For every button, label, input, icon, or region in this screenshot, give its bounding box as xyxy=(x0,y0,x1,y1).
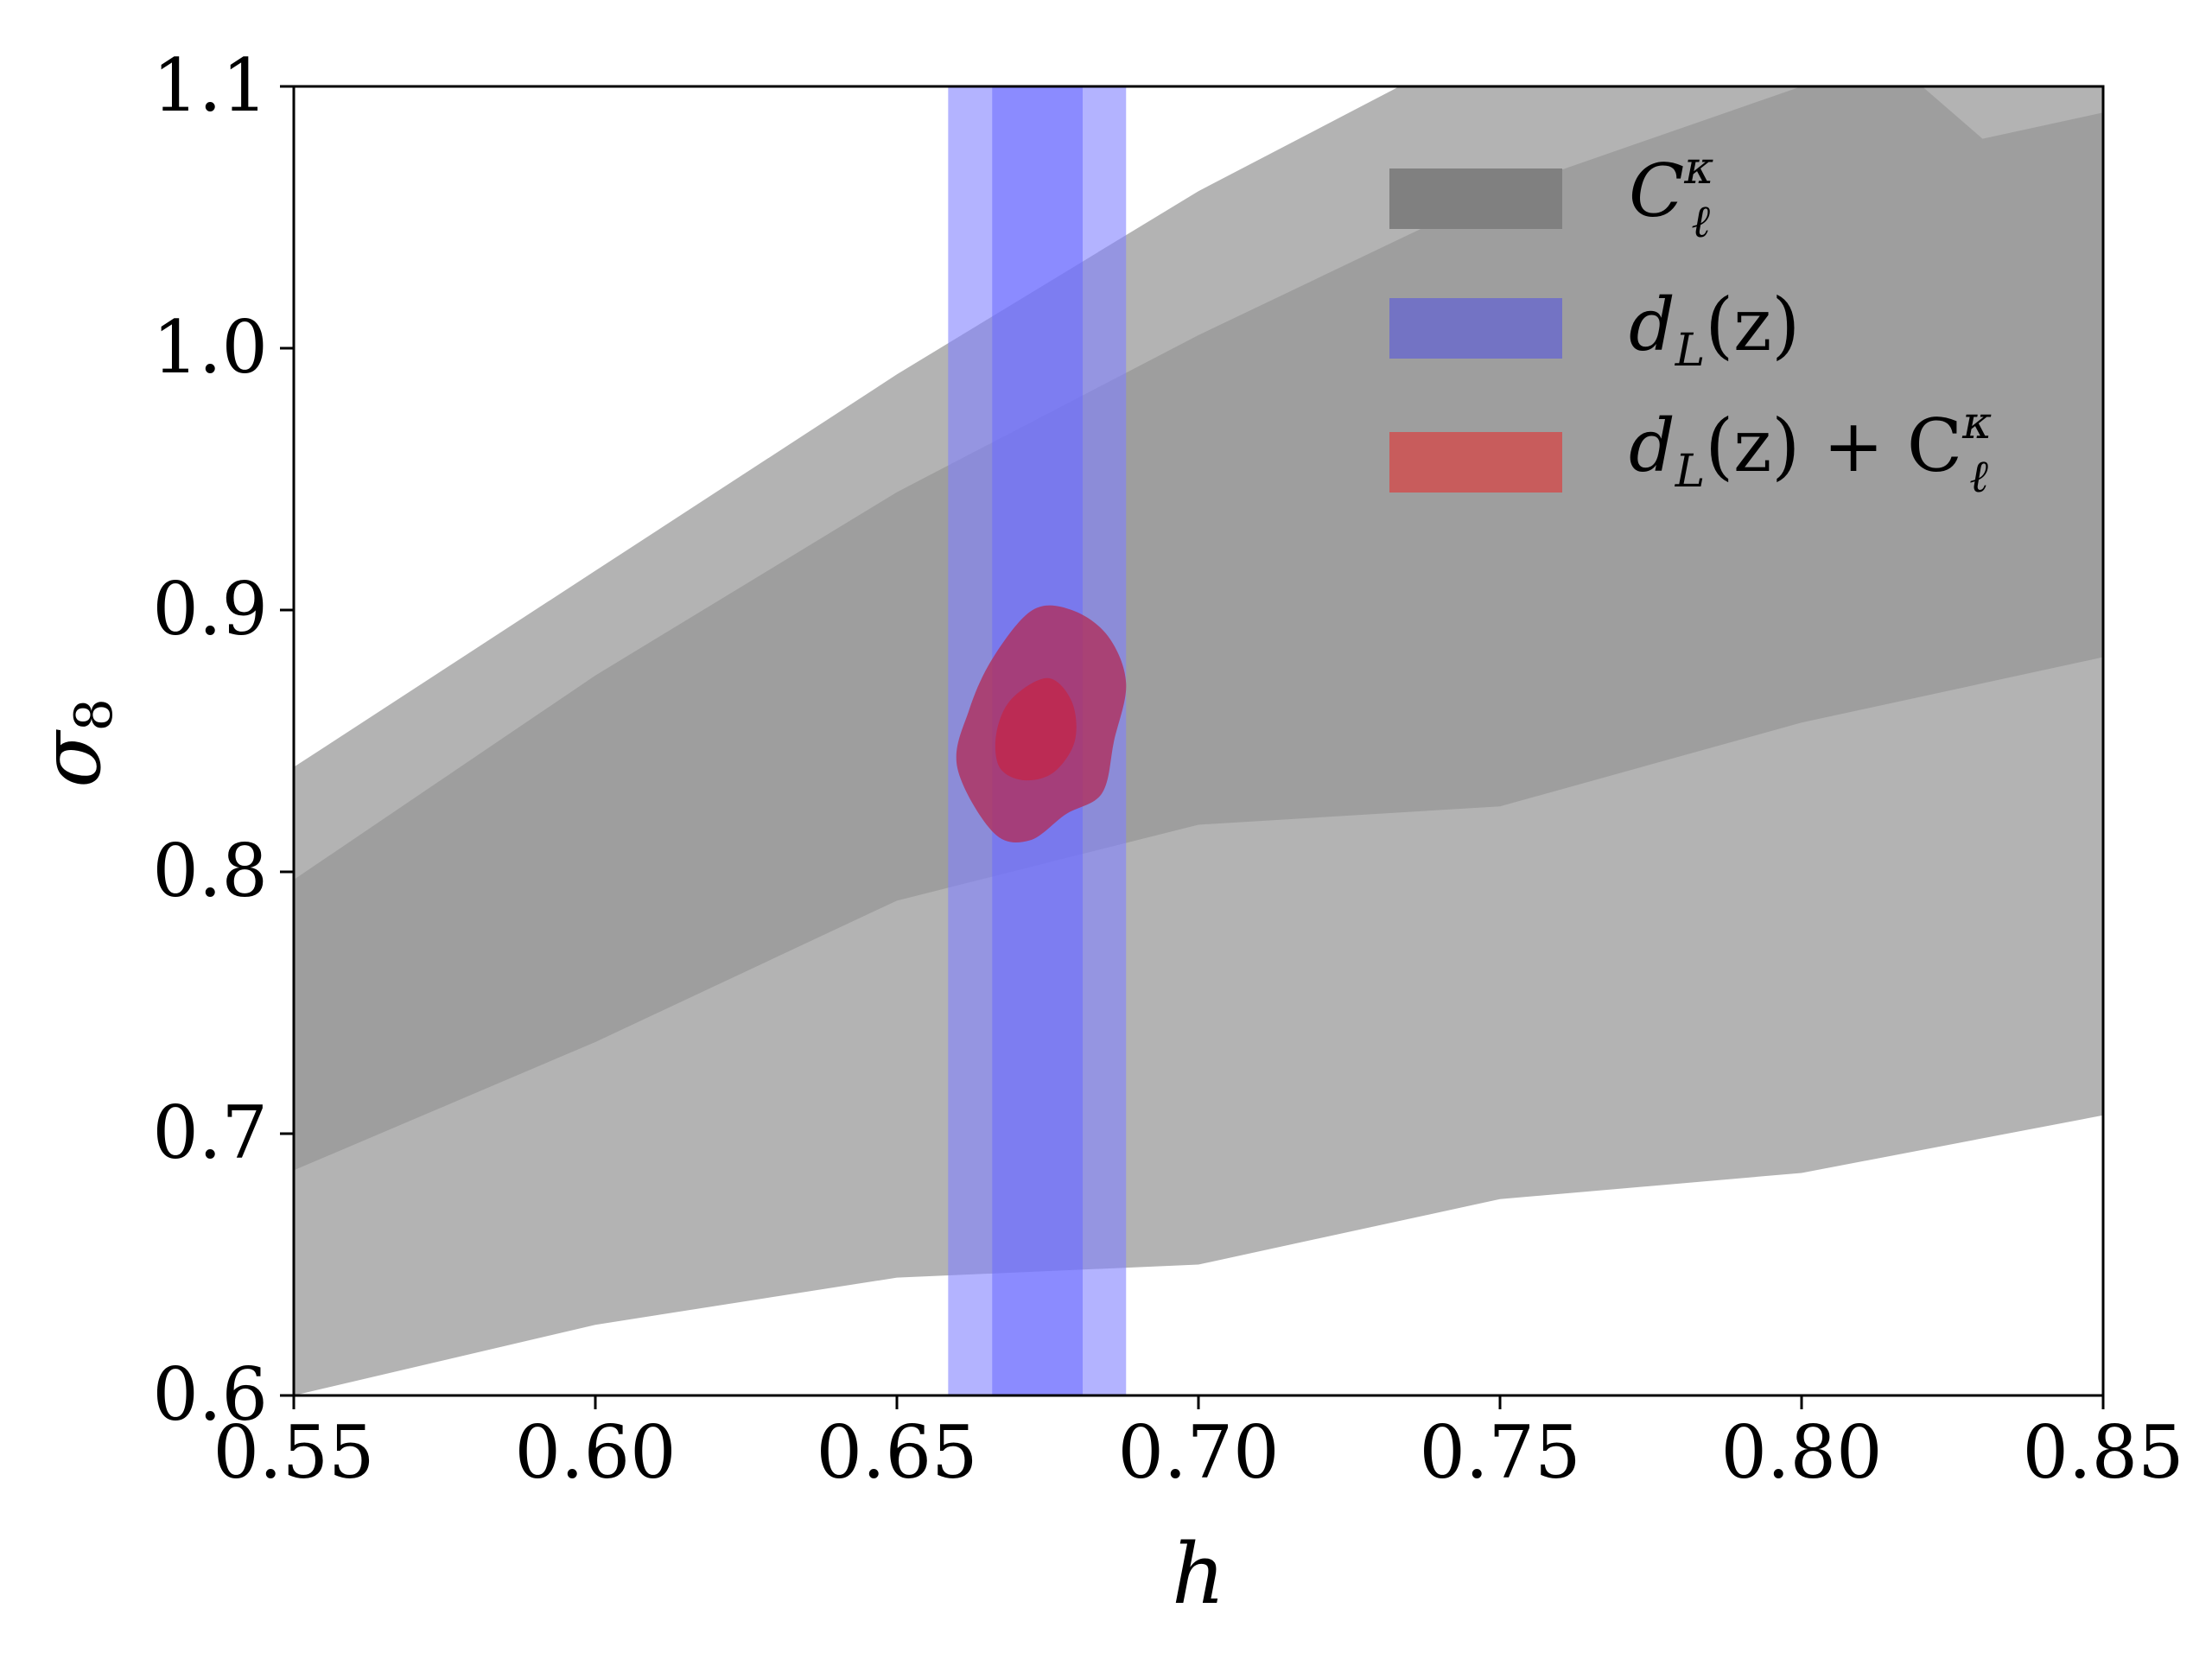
x-tick-label: 0.55 xyxy=(213,1410,374,1495)
cl-contour-68 xyxy=(294,86,2103,1171)
legend-label-cl: Cκ ℓ xyxy=(1629,143,1713,248)
x-tick-label: 0.85 xyxy=(2022,1410,2183,1495)
joint-contour-68 xyxy=(995,677,1077,781)
legend-label-dl: dL(z) xyxy=(1629,283,1800,377)
legend: Cκ ℓ dL(z) dL(z) + Cκ ℓ xyxy=(1389,143,1992,503)
legend-swatch-cl xyxy=(1389,168,1562,229)
plot-area xyxy=(294,86,2103,1395)
x-tick-label: 0.65 xyxy=(816,1410,977,1495)
y-axis: 0.6 0.7 0.8 0.9 1.0 1.1 xyxy=(152,43,294,1437)
y-tick-label: 0.9 xyxy=(152,567,268,652)
x-axis: 0.55 0.60 0.65 0.70 0.75 0.80 0.85 xyxy=(213,1395,2184,1495)
y-axis-label: σ8 xyxy=(22,698,124,788)
y-tick-label: 1.0 xyxy=(152,305,268,390)
x-axis-label: h xyxy=(1172,1526,1225,1623)
legend-swatch-dl xyxy=(1389,298,1562,359)
legend-swatch-joint xyxy=(1389,432,1562,493)
y-tick-label: 1.1 xyxy=(152,43,268,128)
y-tick-label: 0.7 xyxy=(152,1090,268,1175)
x-tick-label: 0.60 xyxy=(514,1410,676,1495)
x-tick-label: 0.75 xyxy=(1419,1410,1580,1495)
x-tick-label: 0.80 xyxy=(1720,1410,1882,1495)
y-tick-label: 0.6 xyxy=(152,1352,268,1437)
y-tick-label: 0.8 xyxy=(152,829,268,913)
legend-label-joint: dL(z) + Cκ ℓ xyxy=(1629,397,1992,503)
x-tick-label: 0.70 xyxy=(1117,1410,1279,1495)
